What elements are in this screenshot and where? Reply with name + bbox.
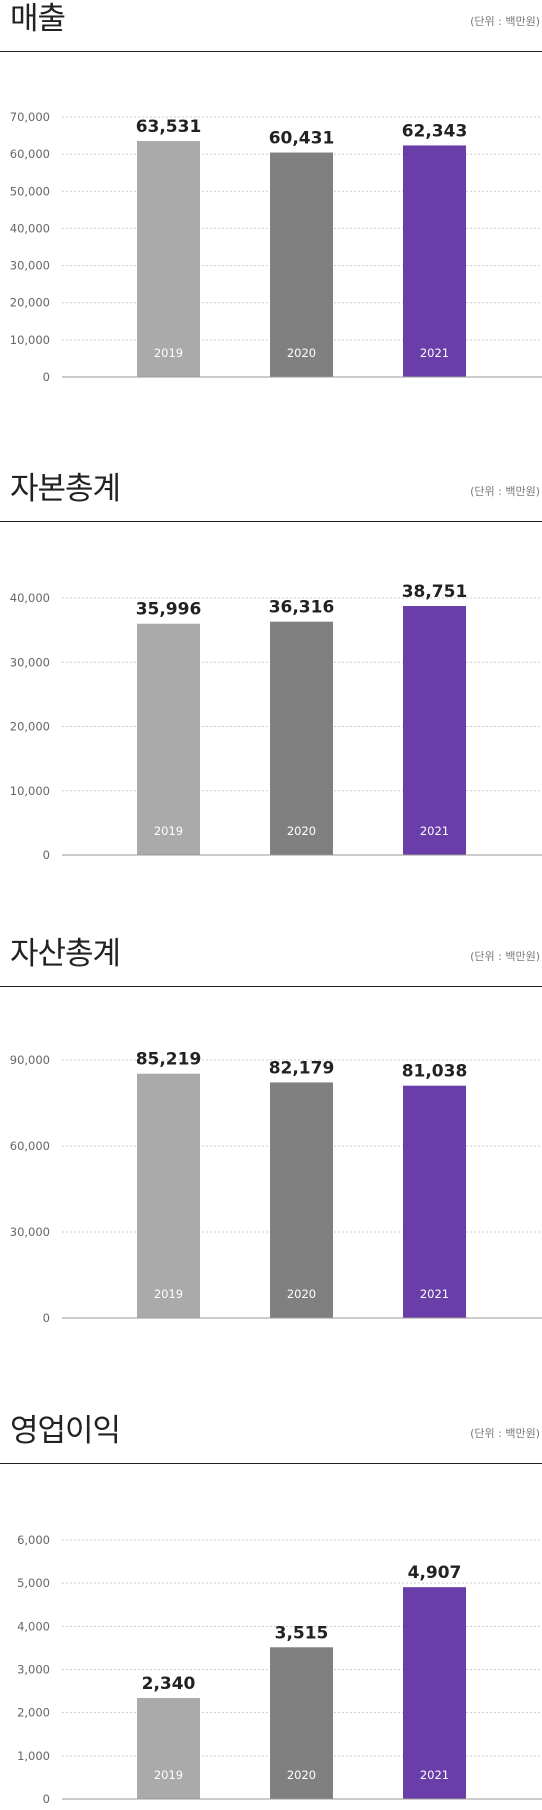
bar-2021: [403, 1085, 466, 1318]
data-label: 3,515: [275, 1623, 329, 1643]
category-label: 2019: [154, 1768, 183, 1782]
y-tick-label: 2,000: [17, 1706, 50, 1720]
y-tick-label: 10,000: [10, 784, 50, 798]
operating-profit-chart: 0 1,000 2,000 3,000 4,000 5,000 6,000 2,340 2019…: [17, 1533, 542, 1806]
data-label: 35,996: [136, 600, 202, 620]
bar-2020: [270, 1082, 333, 1318]
category-label: 2021: [420, 824, 449, 838]
y-tick-label: 50,000: [10, 184, 50, 198]
section-header: 자산총계 (단위 : 백만원): [0, 935, 542, 987]
category-label: 2020: [287, 824, 316, 838]
y-tick-label: 1,000: [17, 1749, 50, 1763]
revenue-chart: 0 10,000 20,000 30,000 40,000 50,000 60,000 70,…: [10, 110, 542, 384]
unit-label: (단위 : 백만원): [470, 485, 540, 498]
bar-2019: [137, 1697, 200, 1799]
section-title: 매출: [10, 1, 66, 37]
y-tick-label: 20,000: [10, 720, 50, 734]
data-label: 60,431: [269, 129, 335, 149]
y-tick-label: 30,000: [10, 655, 50, 669]
y-tick-label: 30,000: [10, 1225, 50, 1239]
data-label: 81,038: [402, 1062, 468, 1082]
bar-2021: [403, 606, 466, 855]
y-tick-label: 0: [43, 1792, 50, 1806]
y-tick-label: 60,000: [10, 1139, 50, 1153]
category-label: 2020: [287, 346, 316, 360]
data-label: 36,316: [269, 598, 335, 618]
data-label: 2,340: [142, 1674, 196, 1694]
bar-2019: [137, 623, 200, 855]
category-label: 2021: [420, 1768, 449, 1782]
bar-2021: [403, 145, 466, 377]
equity-chart: 0 10,000 20,000 30,000 40,000 35,996 2019 36,31…: [10, 582, 542, 862]
section-header: 영업이익 (단위 : 백만원): [0, 1412, 542, 1464]
category-label: 2019: [154, 824, 183, 838]
y-tick-label: 20,000: [10, 296, 50, 310]
data-label: 4,907: [408, 1563, 462, 1583]
category-label: 2020: [287, 1768, 316, 1782]
y-tick-label: 0: [43, 1311, 50, 1325]
y-tick-label: 0: [43, 370, 50, 384]
y-tick-label: 40,000: [10, 221, 50, 235]
assets-section: 자산총계 (단위 : 백만원) 0 30,000 60,000 90,000 85,21…: [0, 935, 542, 1365]
section-title: 자본총계: [10, 471, 121, 507]
bar-2021: [403, 1587, 466, 1799]
data-label: 62,343: [402, 121, 468, 141]
y-tick-label: 30,000: [10, 259, 50, 273]
category-label: 2019: [154, 346, 183, 360]
bar-2019: [137, 141, 200, 377]
equity-section: 자본총계 (단위 : 백만원) 0 10,000 20,000 30,000 40,00…: [0, 470, 542, 900]
y-tick-label: 10,000: [10, 333, 50, 347]
unit-label: (단위 : 백만원): [470, 15, 540, 28]
section-title: 영업이익: [10, 1413, 121, 1449]
bar-2020: [270, 1647, 333, 1799]
bar-2020: [270, 621, 333, 855]
section-header: 자본총계 (단위 : 백만원): [0, 470, 542, 522]
bar-2020: [270, 152, 333, 377]
data-label: 85,219: [136, 1050, 202, 1070]
bar-2019: [137, 1073, 200, 1318]
category-label: 2021: [420, 346, 449, 360]
revenue-section: 매출 (단위 : 백만원) 0 10,000 20,000 30,000 40,000 5…: [0, 0, 542, 430]
section-title: 자산총계: [10, 936, 121, 972]
y-tick-label: 60,000: [10, 147, 50, 161]
operating-profit-section: 영업이익 (단위 : 백만원) 0 1,000 2,000 3,000 4,000 5,0…: [0, 1412, 542, 1810]
data-label: 38,751: [402, 582, 468, 602]
y-tick-label: 3,000: [17, 1663, 50, 1677]
y-tick-label: 40,000: [10, 591, 50, 605]
unit-label: (단위 : 백만원): [470, 1427, 540, 1440]
category-label: 2021: [420, 1287, 449, 1301]
category-label: 2020: [287, 1287, 316, 1301]
assets-chart: 0 30,000 60,000 90,000 85,219 2019 82,179 2020 8…: [10, 1050, 542, 1325]
category-label: 2019: [154, 1287, 183, 1301]
y-tick-label: 4,000: [17, 1619, 50, 1633]
data-label: 82,179: [269, 1058, 335, 1078]
y-tick-label: 70,000: [10, 110, 50, 124]
unit-label: (단위 : 백만원): [470, 950, 540, 963]
data-label: 63,531: [136, 117, 202, 137]
y-tick-label: 90,000: [10, 1053, 50, 1067]
y-tick-label: 5,000: [17, 1576, 50, 1590]
section-header: 매출 (단위 : 백만원): [0, 0, 542, 52]
y-tick-label: 0: [43, 848, 50, 862]
y-tick-label: 6,000: [17, 1533, 50, 1547]
